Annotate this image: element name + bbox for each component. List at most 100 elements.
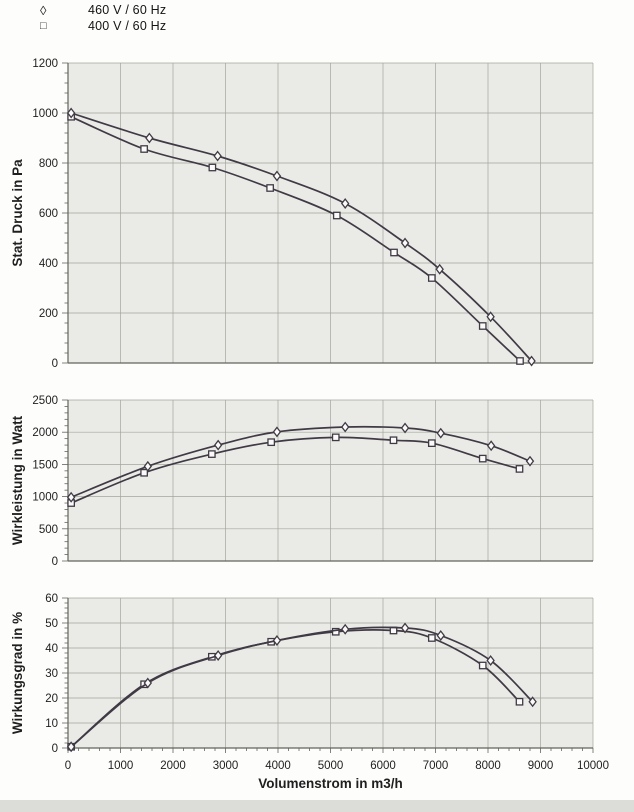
active-power-chart: 0 500 1000 1500 2000 2500 Wirkleistung in Watt xyxy=(10,395,594,568)
y-tick-label: 1500 xyxy=(32,459,58,471)
x-tick-label: 6000 xyxy=(370,760,396,772)
y-tick-label: 200 xyxy=(39,308,58,320)
legend-item-460v: ◊ 460 V / 60 Hz xyxy=(40,2,166,18)
diamond-marker-icon xyxy=(525,455,535,467)
diamond-marker-icon xyxy=(213,650,223,661)
square-marker-icon xyxy=(331,627,340,636)
diamond-marker-icon xyxy=(400,422,410,434)
square-marker-icon xyxy=(427,634,436,642)
square-marker-icon xyxy=(478,454,487,463)
square-marker-icon xyxy=(478,322,487,330)
x-tick-label: 5000 xyxy=(318,760,344,772)
square-marker-icon xyxy=(140,145,148,153)
y-tick-label: 800 xyxy=(39,158,58,170)
x-axis-title: Volumenstrom in m3/h xyxy=(258,776,403,791)
y-axis-ticks xyxy=(62,597,68,749)
diamond-marker-icon xyxy=(435,263,444,275)
diamond-marker-icon xyxy=(340,623,350,635)
y-tick-label: 40 xyxy=(45,643,58,655)
x-axis-ticks xyxy=(67,748,594,753)
diamond-marker-icon xyxy=(66,107,76,119)
diamond-marker-icon xyxy=(272,426,282,438)
diamond-marker-icon xyxy=(272,635,282,646)
y-axis-title: Wirkleistung in Watt xyxy=(10,415,25,545)
x-tick-label: 9000 xyxy=(528,760,554,772)
square-marker-icon xyxy=(515,697,524,706)
y-tick-label: 20 xyxy=(45,693,58,705)
square-marker-icon xyxy=(208,163,217,172)
diamond-marker-icon xyxy=(213,439,223,451)
y-tick-label: 400 xyxy=(39,258,58,270)
y-tick-label: 2500 xyxy=(32,395,58,407)
diamond-marker-icon xyxy=(272,170,282,182)
diamond-marker-icon xyxy=(340,198,350,209)
y-tick-label: 30 xyxy=(45,668,58,680)
y-axis-ticks xyxy=(62,62,68,364)
diamond-marker-icon: ◊ xyxy=(40,2,47,18)
square-marker-icon xyxy=(267,438,276,447)
square-marker-icon xyxy=(427,439,436,447)
diamond-marker-icon xyxy=(486,440,496,452)
legend-label-400v: 400 V / 60 Hz xyxy=(88,19,167,33)
y-axis-title: Wirkungsgrad in % xyxy=(10,612,25,734)
square-marker-icon: □ xyxy=(40,19,47,32)
series-markers-460v xyxy=(66,622,537,753)
square-marker-icon xyxy=(207,450,216,458)
square-marker-icon xyxy=(389,436,398,445)
square-marker-icon xyxy=(266,184,274,192)
diamond-marker-icon xyxy=(436,427,445,439)
y-axis-ticks xyxy=(62,399,68,562)
diamond-marker-icon xyxy=(527,355,536,367)
legend-label-460v: 460 V / 60 Hz xyxy=(88,3,167,17)
y-tick-label: 0 xyxy=(52,556,58,568)
diamond-marker-icon xyxy=(143,460,153,472)
x-tick-labels: 0 1000 2000 3000 4000 5000 6000 7000 8000 9000 100… xyxy=(65,760,609,772)
x-tick-label: 4000 xyxy=(265,760,291,772)
diamond-marker-icon xyxy=(213,150,222,162)
diamond-marker-icon xyxy=(400,622,410,634)
y-tick-label: 0 xyxy=(52,358,58,370)
y-tick-label: 0 xyxy=(52,743,58,755)
square-marker-icon xyxy=(478,661,487,670)
scan-edge-artifact xyxy=(0,800,634,812)
square-marker-icon xyxy=(331,433,340,442)
diamond-marker-icon xyxy=(143,677,153,689)
y-tick-label: 1000 xyxy=(32,492,58,504)
y-tick-label: 2000 xyxy=(32,427,58,439)
x-tick-label: 7000 xyxy=(423,760,449,772)
diamond-marker-icon xyxy=(66,491,76,503)
y-tick-labels: 0 200 400 600 800 1000 1200 xyxy=(32,58,58,370)
diamond-marker-icon xyxy=(340,421,350,433)
square-marker-icon xyxy=(515,465,524,473)
square-marker-icon xyxy=(427,274,436,282)
static-pressure-chart: 0 200 400 600 800 1000 1200 Stat. Druck in Pa xyxy=(10,58,594,370)
square-marker-icon xyxy=(140,468,148,477)
y-tick-label: 1200 xyxy=(32,58,58,70)
x-tick-label: 0 xyxy=(65,760,71,772)
y-tick-label: 1000 xyxy=(32,108,58,120)
x-tick-label: 1000 xyxy=(108,760,134,772)
series-markers-460v xyxy=(66,421,535,503)
y-tick-label: 10 xyxy=(45,718,58,730)
y-tick-label: 60 xyxy=(45,593,58,605)
efficiency-chart: 0 10 20 30 40 50 60 Wirkungsgrad in % 0 1000 2000 3… xyxy=(10,593,609,791)
y-tick-labels: 0 10 20 30 40 50 60 xyxy=(45,593,58,755)
chart-legend: ◊ 460 V / 60 Hz □ 400 V / 60 Hz xyxy=(40,2,166,34)
y-tick-label: 500 xyxy=(39,524,58,536)
y-tick-labels: 0 500 1000 1500 2000 2500 xyxy=(32,395,58,568)
series-line-460v xyxy=(70,425,531,499)
x-tick-label: 10000 xyxy=(577,760,609,772)
x-tick-label: 8000 xyxy=(475,760,501,772)
square-marker-icon xyxy=(390,248,398,257)
square-marker-icon xyxy=(332,211,341,220)
y-axis-title: Stat. Druck in Pa xyxy=(10,159,25,267)
y-tick-label: 50 xyxy=(45,618,58,630)
legend-item-400v: □ 400 V / 60 Hz xyxy=(40,18,166,34)
series-markers-460v xyxy=(66,107,536,367)
series-markers-400v xyxy=(67,433,524,507)
diamond-marker-icon xyxy=(486,311,495,323)
diamond-marker-icon xyxy=(436,630,445,641)
axes xyxy=(67,400,593,562)
diamond-marker-icon xyxy=(486,655,495,666)
